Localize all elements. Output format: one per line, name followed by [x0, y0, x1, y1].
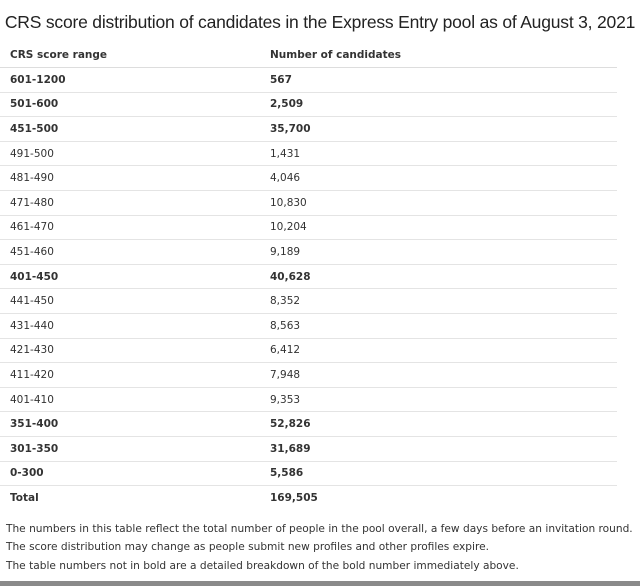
table-row: 401-450 40,628 — [0, 264, 617, 290]
total-count: 169,505 — [270, 491, 318, 504]
table-notes: The numbers in this table reflect the to… — [6, 523, 633, 578]
candidate-count-cell: 2,509 — [260, 92, 617, 118]
table-row: 471-480 10,830 — [0, 190, 617, 216]
score-range-cell: 401-410 — [0, 387, 260, 413]
candidate-count-cell: 35,700 — [260, 116, 617, 142]
score-range-cell: 0-300 — [0, 461, 260, 487]
bottom-border — [0, 581, 640, 586]
candidate-count-cell: 6,412 — [260, 338, 617, 364]
table-row: 451-500 35,700 — [0, 116, 617, 142]
score-range-cell: 351-400 — [0, 411, 260, 437]
score-range-cell: 301-350 — [0, 436, 260, 462]
score-range-cell: 421-430 — [0, 338, 260, 364]
header-crs-score-range: CRS score range — [0, 43, 260, 68]
score-range-cell: 431-440 — [0, 313, 260, 339]
table-title: CRS score distribution of candidates in … — [4, 12, 636, 32]
score-range-cell: 411-420 — [0, 362, 260, 388]
candidate-count-cell: 40,628 — [260, 264, 617, 290]
crs-distribution-table: CRS score range Number of candidates 601… — [0, 43, 617, 510]
score-range-cell: 481-490 — [0, 165, 260, 191]
candidate-count-cell: 4,046 — [260, 165, 617, 191]
table-row: 461-470 10,204 — [0, 215, 617, 241]
header-number-of-candidates: Number of candidates — [260, 43, 617, 68]
score-range-cell: 601-1200 — [0, 67, 260, 93]
candidate-count-cell: 10,204 — [260, 215, 617, 241]
candidate-count-cell: 567 — [260, 67, 617, 93]
candidate-count-cell: 10,830 — [260, 190, 617, 216]
candidate-count-cell: 31,689 — [260, 436, 617, 462]
table-row: 301-350 31,689 — [0, 436, 617, 462]
table-row: 421-430 6,412 — [0, 338, 617, 364]
total-label: Total — [10, 491, 39, 504]
table-row: 411-420 7,948 — [0, 362, 617, 388]
table-row: 601-1200 567 — [0, 67, 617, 93]
table-row: 401-410 9,353 — [0, 387, 617, 413]
note-distribution-change: The score distribution may change as peo… — [6, 541, 489, 553]
table-row: 481-490 4,046 — [0, 165, 617, 191]
table-row: 501-600 2,509 — [0, 92, 617, 118]
score-range-cell: 491-500 — [0, 141, 260, 167]
candidate-count-cell: 8,352 — [260, 288, 617, 314]
note-pool-total: The numbers in this table reflect the to… — [6, 523, 633, 535]
candidate-count-cell: 52,826 — [260, 411, 617, 437]
candidate-count-cell: 5,586 — [260, 461, 617, 487]
table-row: 351-400 52,826 — [0, 411, 617, 437]
score-range-cell: 441-450 — [0, 288, 260, 314]
score-range-cell: 401-450 — [0, 264, 260, 290]
score-range-cell: 461-470 — [0, 215, 260, 241]
score-range-cell: 451-500 — [0, 116, 260, 142]
total-row: Total 169,505 — [0, 486, 617, 510]
candidate-count-cell: 9,353 — [260, 387, 617, 413]
score-range-cell: 451-460 — [0, 239, 260, 265]
candidate-count-cell: 7,948 — [260, 362, 617, 388]
note-bold-breakdown: The table numbers not in bold are a deta… — [6, 560, 519, 572]
score-range-cell: 501-600 — [0, 92, 260, 118]
candidate-count-cell: 8,563 — [260, 313, 617, 339]
score-range-cell: 471-480 — [0, 190, 260, 216]
table-row: 491-500 1,431 — [0, 141, 617, 167]
candidate-count-cell: 9,189 — [260, 239, 617, 265]
candidate-count-cell: 1,431 — [260, 141, 617, 167]
table-row: 451-460 9,189 — [0, 239, 617, 265]
table-header-row: CRS score range Number of candidates — [0, 43, 617, 68]
table-row: 431-440 8,563 — [0, 313, 617, 339]
table-row: 441-450 8,352 — [0, 288, 617, 314]
table-row: 0-300 5,586 — [0, 461, 617, 487]
